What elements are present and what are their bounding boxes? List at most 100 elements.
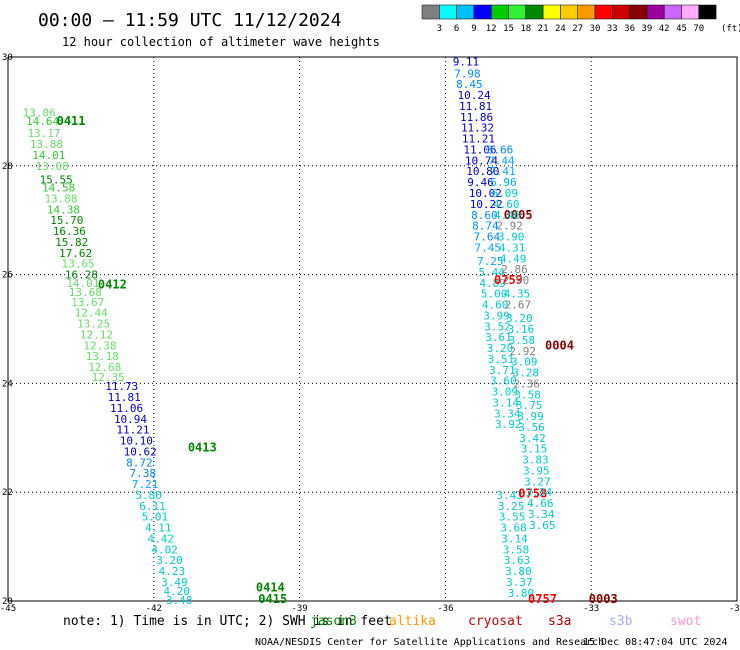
- color-swatch: [473, 4, 492, 20]
- color-scale-label: 45: [676, 24, 687, 34]
- swh-value: 8.72: [126, 456, 152, 469]
- y-tick-label: 28: [2, 162, 13, 172]
- y-tick-label: 30: [2, 53, 13, 63]
- swh-value: 3.16: [508, 323, 535, 336]
- swh-value: 3.28: [512, 367, 539, 380]
- satellite-track: 3.433.253.553.683.143.583.633.803.373.80…: [496, 486, 547, 600]
- satellite-track: 0415: [258, 592, 287, 606]
- swh-value: 15.82: [55, 236, 88, 249]
- footer: note: 1) Time is in UTC; 2) SWH is in fe…: [63, 614, 728, 648]
- x-tick-label: -33: [583, 604, 599, 614]
- swh-value: 4.89: [479, 277, 506, 290]
- swh-value: 14.01: [32, 149, 65, 162]
- color-swatch: [594, 4, 613, 20]
- pass-label: 0413: [188, 441, 217, 455]
- swh-value: 4.02: [151, 543, 178, 556]
- chart-title: 00:00 – 11:59 UTC 11/12/2024: [38, 10, 341, 31]
- swh-value: 15.70: [50, 214, 83, 227]
- swh-value: 11.81: [459, 100, 492, 113]
- swh-value: 2.36: [513, 377, 540, 390]
- mission-label: swot: [670, 614, 701, 629]
- mission-label: s3b: [609, 614, 633, 629]
- color-scale-label: 42: [659, 24, 670, 34]
- mission-label: jason3: [310, 614, 357, 629]
- swh-value: 13.68: [69, 286, 102, 299]
- swh-value: 5.80: [135, 489, 162, 502]
- swh-value: 13.18: [86, 350, 119, 363]
- swh-value: 11.21: [116, 424, 149, 437]
- swh-value: 13.25: [77, 318, 110, 331]
- pass-label: 0414: [256, 580, 285, 594]
- plot-frame: [7, 56, 738, 602]
- swh-value: 3.55: [499, 511, 526, 524]
- swh-value: 3.90: [498, 231, 525, 244]
- pass-label: 0005: [504, 208, 533, 222]
- swh-value: 5.00: [481, 288, 508, 301]
- swh-value: 4.66: [527, 497, 554, 510]
- swh-value: 12.12: [80, 328, 113, 341]
- color-swatch: [439, 4, 457, 20]
- swh-value: 11.06: [110, 402, 143, 415]
- swh-value: 10.80: [466, 165, 499, 178]
- swh-value: 10.22: [470, 198, 503, 211]
- swh-value: 10.62: [124, 445, 157, 458]
- swh-value: 10.02: [469, 187, 502, 200]
- color-scale-label: 24: [555, 24, 566, 34]
- swh-value: 11.06: [463, 143, 496, 156]
- swh-value: 7.41: [489, 165, 516, 178]
- color-swatch: [577, 4, 596, 20]
- swh-value: 3.99: [483, 309, 510, 322]
- swh-value: 13.65: [61, 258, 94, 271]
- swh-value: 2.92: [496, 220, 523, 233]
- color-swatch: [456, 4, 475, 20]
- swh-value: 3.58: [503, 543, 530, 556]
- color-swatch: [508, 4, 527, 20]
- swh-value: 3.09: [492, 386, 519, 399]
- swh-value: 2.86: [501, 263, 528, 276]
- x-tick-label: -45: [0, 604, 16, 614]
- color-scale-label: 3: [437, 24, 442, 34]
- swh-value: 6.96: [490, 176, 517, 189]
- swh-value: 12.68: [88, 361, 121, 374]
- color-scale-label: 30: [590, 24, 601, 34]
- swh-value: 3.80: [508, 587, 535, 600]
- swh-value: 11.32: [461, 122, 494, 135]
- swh-value: 3.34: [494, 407, 521, 420]
- color-scale-label: 15: [503, 24, 514, 34]
- satellite-track: 0757: [528, 592, 557, 606]
- color-scale-label: 21: [538, 24, 549, 34]
- swh-value: 3.56: [518, 421, 545, 434]
- swh-value: 11.21: [462, 133, 495, 146]
- swh-value: 10.10: [120, 435, 153, 448]
- swh-value: 6.09: [492, 187, 519, 200]
- plot-area: [7, 56, 738, 602]
- swh-value: 13.17: [27, 127, 60, 140]
- swh-value: 13.67: [71, 296, 104, 309]
- footer-note: note: 1) Time is in UTC; 2) SWH is in fe…: [63, 614, 392, 629]
- swh-value: 13.06: [23, 106, 56, 119]
- swh-value: 13.88: [30, 138, 63, 151]
- swh-value: 10.24: [458, 89, 491, 102]
- swh-value: 5.01: [142, 511, 169, 524]
- axis-tick-labels: -45 -42 -39 -36 -33 -30 20 22 24 26 28 30: [0, 53, 740, 614]
- color-swatch: [560, 4, 578, 20]
- swh-value: 5.44: [478, 266, 505, 279]
- swh-value: 9.11: [453, 55, 480, 68]
- swh-value: 3.51: [488, 353, 515, 366]
- y-tick-label: 24: [2, 379, 13, 389]
- pass-label: 0412: [98, 277, 127, 291]
- swh-value: 12.38: [83, 339, 116, 352]
- swh-value: 3.43: [496, 489, 523, 502]
- swh-value: 4.31: [499, 241, 526, 254]
- color-scale-unit: (ft): [721, 24, 740, 34]
- swh-value: 3.20: [156, 554, 183, 567]
- swh-value: 3.34: [528, 508, 555, 521]
- y-tick-label: 26: [2, 271, 13, 281]
- swh-value: 2.90: [503, 274, 530, 287]
- swh-value: 3.75: [516, 399, 543, 412]
- swh-value: 14.58: [42, 182, 75, 195]
- swh-value: 3.83: [522, 454, 549, 467]
- mission-label: altika: [389, 614, 436, 629]
- swh-value: 8.66: [487, 143, 513, 156]
- swh-value: 7.98: [454, 67, 481, 80]
